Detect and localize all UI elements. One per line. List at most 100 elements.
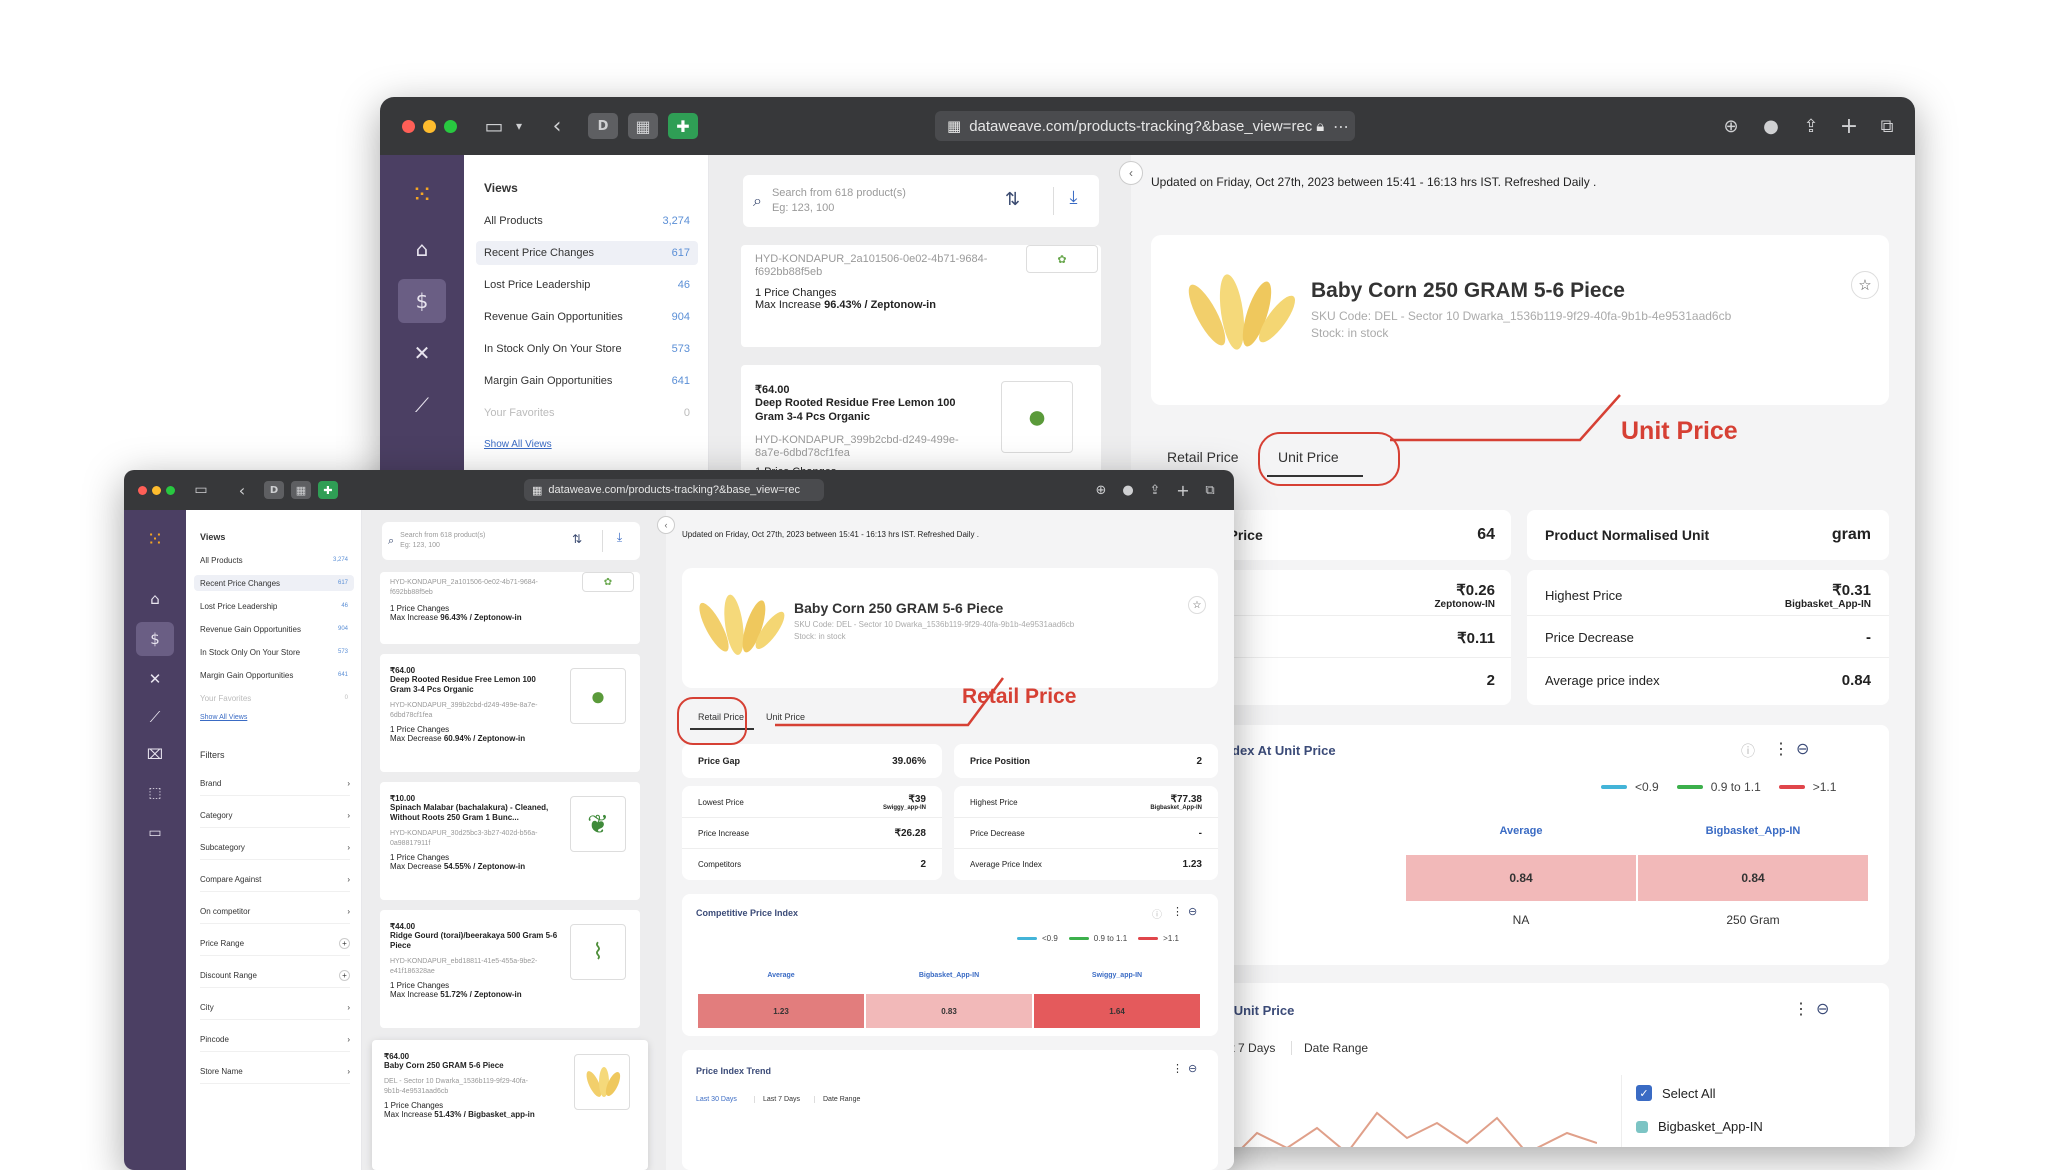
kebab-menu-icon[interactable]: ⋮ [1793,1001,1809,1018]
trend-tab[interactable]: Last 30 Days [696,1096,737,1103]
sheets-tab-icon[interactable]: ✚ [668,113,698,139]
collapse-card-icon[interactable]: ⊖ [1188,1063,1198,1075]
address-bar[interactable]: ▦ dataweave.com/products-tracking?&base_… [935,111,1355,141]
new-tab-icon[interactable]: + [1839,113,1859,139]
view-item-all-products[interactable]: All Products 3,274 [200,555,348,565]
favorite-star-icon[interactable]: ☆ [1188,596,1206,614]
tabs-overview-icon[interactable]: ⧉ [1205,482,1215,498]
sidebar-toggle-icon[interactable]: ▭ [194,482,208,498]
show-all-views-link[interactable]: Show All Views [484,439,552,450]
tabs-overview-icon[interactable]: ⧉ [1880,115,1894,137]
view-item-recent-price-changes[interactable]: Recent Price Changes 617 [476,241,698,265]
close-window-button[interactable] [402,120,415,133]
home-icon[interactable]: ⌂ [150,590,160,608]
trend-icon[interactable]: ⟋ [149,708,161,726]
camera-icon[interactable]: ⌧ [146,747,164,763]
sort-icon[interactable]: ⇅ [572,532,583,546]
tab-d-icon[interactable]: D [264,481,284,499]
message-icon[interactable]: ▭ [148,825,162,841]
search-input[interactable]: Search from 618 product(s) [400,532,486,539]
tools-icon[interactable]: ✕ [148,670,162,688]
select-all-checkbox[interactable]: ✓ Select All [1636,1085,1715,1101]
close-window-button[interactable] [138,486,147,495]
sort-icon[interactable]: ⇅ [1005,189,1021,210]
grammarly-icon[interactable]: ● [1122,482,1134,498]
filter-compare-against[interactable]: Compare Against › [200,868,350,892]
filter-price-range[interactable]: Price Range + [200,932,350,956]
info-icon[interactable]: ⓘ [1152,910,1162,921]
show-all-views-link[interactable]: Show All Views [200,714,248,721]
view-item-margin-gain[interactable]: Margin Gain Opportunities 641 [200,670,348,680]
tools-icon[interactable]: ✕ [413,341,431,365]
filter-store-name[interactable]: Store Name › [200,1060,350,1084]
back-arrow-icon[interactable]: ‹ [552,113,562,139]
list-item[interactable]: ₹44.00 Ridge Gourd (torai)/beerakaya 500… [380,910,640,1028]
collapse-card-icon[interactable]: ⊖ [1796,741,1810,758]
list-item[interactable]: HYD-KONDAPUR_2a101506-0e02-4b71-9684-f69… [741,245,1101,347]
collapse-panel-icon[interactable]: ‹ [657,516,675,534]
grid-tab-icon[interactable]: ▦ [628,113,658,139]
tab-unit-price[interactable]: Unit Price [1278,449,1339,465]
search-box[interactable]: ⌕ Search from 618 product(s) Eg: 123, 10… [743,175,1099,227]
tab-retail-price[interactable]: Retail Price [698,712,745,722]
view-item-lost-price-leadership[interactable]: Lost Price Leadership 46 [484,279,690,291]
new-tab-icon[interactable]: + [1176,480,1190,500]
kebab-menu-icon[interactable]: ⋮ [1172,906,1183,918]
view-item-lost-price-leadership[interactable]: Lost Price Leadership 46 [200,601,348,611]
collapse-panel-icon[interactable]: ‹ [1119,161,1143,185]
collapse-card-icon[interactable]: ⊖ [1816,1001,1830,1018]
trend-icon[interactable]: ⟋ [415,393,429,417]
filter-brand[interactable]: Brand › [200,772,350,796]
view-item-in-stock-only[interactable]: In Stock Only On Your Store 573 [200,647,348,657]
price-tracking-icon[interactable]: $ [398,279,446,323]
trend-tab[interactable]: Date Range [814,1096,860,1103]
chevron-down-icon[interactable]: ▾ [515,119,523,133]
trend-tab[interactable]: Last 7 Days [754,1096,800,1103]
view-item-revenue-gain[interactable]: Revenue Gain Opportunities 904 [200,624,348,634]
more-icon[interactable]: ⋯ [1333,116,1349,136]
filter-pincode[interactable]: Pincode › [200,1028,350,1052]
search-input[interactable]: Search from 618 product(s) [771,187,906,199]
grid-tab-icon[interactable]: ▦ [291,481,311,499]
minimize-window-button[interactable] [423,120,436,133]
sidebar-toggle-icon[interactable]: ▭ [484,114,504,138]
download-icon[interactable]: ⊕ [1723,115,1739,137]
view-item-recent-price-changes[interactable]: Recent Price Changes 617 [194,575,354,591]
grammarly-icon[interactable]: ● [1763,115,1779,137]
filter-on-competitor[interactable]: On competitor › [200,900,350,924]
favorite-star-icon[interactable]: ☆ [1851,271,1879,299]
view-item-in-stock-only[interactable]: In Stock Only On Your Store 573 [484,343,690,355]
address-bar[interactable]: ▦ dataweave.com/products-tracking?&base_… [524,479,824,501]
back-arrow-icon[interactable]: ‹ [238,480,246,500]
home-icon[interactable]: ⌂ [415,237,429,261]
search-box[interactable]: ⌕ Search from 618 product(s) Eg: 123, 10… [382,522,640,560]
filter-category[interactable]: Category › [200,804,350,828]
price-tracking-icon[interactable]: $ [136,622,174,656]
filter-city[interactable]: City › [200,996,350,1020]
kebab-menu-icon[interactable]: ⋮ [1172,1063,1183,1075]
trend-tab[interactable]: Date Range [1291,1041,1368,1055]
download-list-icon[interactable]: ⤓ [1053,187,1093,215]
filter-discount-range[interactable]: Discount Range + [200,964,350,988]
list-item[interactable]: HYD-KONDAPUR_2a101506-0e02-4b71-9684-f69… [380,572,640,644]
kebab-menu-icon[interactable]: ⋮ [1773,741,1789,758]
list-item-selected[interactable]: ₹64.00 Baby Corn 250 GRAM 5-6 Piece DEL … [372,1040,648,1170]
info-icon[interactable]: ⓘ [1741,743,1755,759]
collapse-card-icon[interactable]: ⊖ [1188,906,1198,918]
minimize-window-button[interactable] [152,486,161,495]
zoom-window-button[interactable] [166,486,175,495]
share-icon[interactable]: ⇪ [1149,482,1161,498]
share-icon[interactable]: ⇪ [1803,115,1819,137]
download-list-icon[interactable]: ⤓ [602,530,636,552]
zoom-window-button[interactable] [444,120,457,133]
view-item-favorites[interactable]: Your Favorites 0 [200,693,348,703]
list-item[interactable]: ₹10.00 Spinach Malabar (bachalakura) - C… [380,782,640,900]
tab-retail-price[interactable]: Retail Price [1167,449,1239,465]
view-item-revenue-gain[interactable]: Revenue Gain Opportunities 904 [484,311,690,323]
view-item-all-products[interactable]: All Products 3,274 [484,215,690,227]
tab-unit-price[interactable]: Unit Price [766,712,806,722]
view-item-margin-gain[interactable]: Margin Gain Opportunities 641 [484,375,690,387]
view-item-favorites[interactable]: Your Favorites 0 [484,407,690,419]
filter-subcategory[interactable]: Subcategory › [200,836,350,860]
series-item-bigbasket[interactable]: Bigbasket_App-IN [1636,1119,1763,1134]
